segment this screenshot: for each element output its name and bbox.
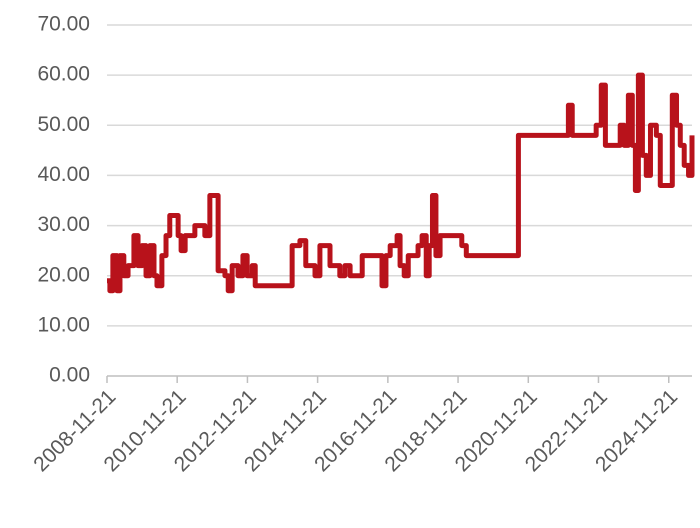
y-tick-label: 0.00 bbox=[49, 364, 90, 387]
y-tick-label: 70.00 bbox=[37, 13, 90, 36]
y-tick-label: 30.00 bbox=[37, 213, 90, 236]
y-tick-label: 60.00 bbox=[37, 63, 90, 86]
y-tick-label: 40.00 bbox=[37, 163, 90, 186]
y-tick-label: 50.00 bbox=[37, 113, 90, 136]
y-tick-label: 10.00 bbox=[37, 313, 90, 336]
line bbox=[107, 72, 695, 294]
y-tick-label: 20.00 bbox=[37, 263, 90, 286]
